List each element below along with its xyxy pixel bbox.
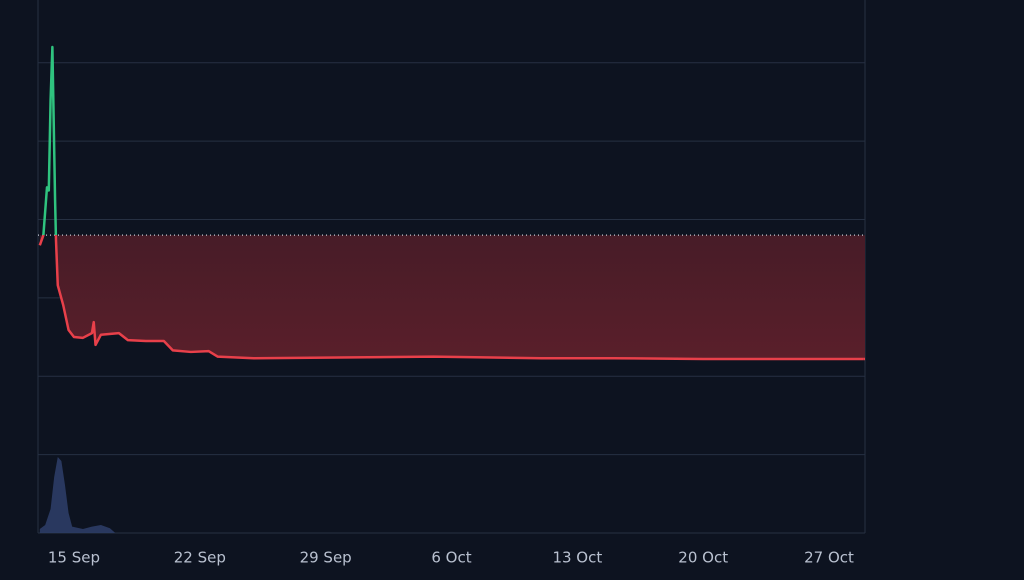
price-line-down [38,235,864,361]
x-tick-label: 6 Oct [431,549,471,567]
down-area [39,235,865,359]
x-tick-label: 13 Oct [552,549,602,567]
x-tick-label: 15 Sep [48,549,100,567]
x-tick-label: 29 Sep [300,549,352,567]
x-tick-label: 20 Oct [678,549,728,567]
x-tick-label: 27 Oct [804,549,854,567]
x-tick-label: 22 Sep [174,549,226,567]
volume-area [39,457,116,533]
price-line-up [42,45,58,236]
